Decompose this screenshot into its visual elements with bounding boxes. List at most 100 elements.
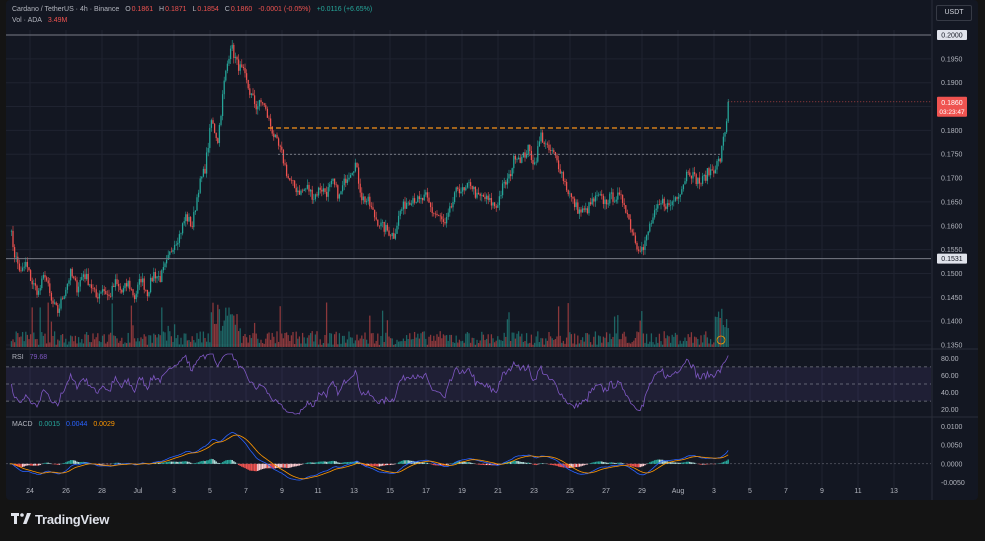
volume-bar: [381, 310, 384, 347]
macd-histogram-bar: [74, 460, 77, 464]
candle: [361, 192, 363, 201]
macd-histogram-bar: [185, 461, 187, 464]
macd-histogram-bar: [665, 461, 667, 464]
candle: [492, 202, 494, 206]
volume-group: [10, 302, 729, 347]
volume-bar: [697, 338, 699, 347]
rsi-value: 79.68: [29, 354, 48, 361]
macd-histogram-bar: [541, 463, 544, 464]
macd-histogram-bar: [613, 462, 616, 464]
candle: [394, 233, 397, 239]
candle: [281, 146, 283, 150]
volume-bar: [36, 339, 38, 347]
candle: [591, 198, 593, 205]
candle: [85, 273, 88, 280]
macd-histogram-bar: [663, 460, 665, 464]
macd-histogram-bar: [537, 463, 539, 465]
candle: [375, 217, 377, 220]
volume-bar: [709, 339, 712, 347]
volume-bar: [444, 335, 446, 347]
candle: [327, 187, 329, 197]
volume-bar: [604, 337, 606, 347]
macd-histogram-bar: [356, 461, 358, 464]
candle: [71, 268, 73, 277]
candle: [245, 73, 248, 80]
volume-bar: [335, 331, 337, 347]
candle: [164, 263, 166, 268]
volume-bar: [289, 340, 291, 347]
macd-histogram-bar: [509, 461, 512, 464]
volume-bar: [309, 333, 312, 347]
volume-bar: [111, 303, 113, 347]
candle: [639, 250, 641, 252]
candle: [207, 147, 209, 153]
macd-histogram-bar: [532, 463, 534, 465]
candle: [578, 209, 581, 214]
macd-hist-value: 0.0015: [38, 421, 60, 428]
candle: [194, 210, 197, 213]
volume-bar: [593, 336, 595, 347]
volume-bar: [50, 321, 53, 347]
volume-bar: [497, 336, 499, 347]
chart-canvas[interactable]: 0.20000.15310.19500.19000.18500.18000.17…: [6, 0, 978, 500]
candle: [165, 259, 168, 264]
volume-bar: [279, 306, 281, 347]
volume-bar: [420, 333, 422, 347]
close-label: C: [224, 6, 230, 13]
macd-histogram-bar: [575, 463, 577, 468]
candle: [266, 108, 269, 118]
candle: [668, 203, 670, 206]
macd-histogram-bar: [186, 461, 189, 464]
volume-label[interactable]: Vol · ADA: [12, 17, 42, 24]
candle: [612, 192, 614, 202]
macd-histogram-bar: [473, 463, 475, 464]
candle: [317, 187, 320, 196]
macd-label[interactable]: MACD: [12, 421, 33, 428]
time-axis-tick: 15: [386, 488, 394, 495]
candle: [412, 198, 414, 204]
candle: [21, 267, 24, 271]
macd-histogram-bar: [36, 463, 38, 466]
volume-bar: [183, 333, 185, 347]
macd-histogram-bar: [599, 461, 601, 464]
candle: [396, 225, 398, 234]
candle: [225, 70, 227, 81]
macd-histogram-bar: [722, 461, 725, 464]
candle: [517, 157, 520, 160]
macd-histogram-bar: [461, 461, 464, 464]
candle: [388, 230, 390, 236]
time-axis-tick: 21: [494, 488, 502, 495]
macd-histogram-bar: [372, 463, 374, 466]
candle: [533, 162, 536, 165]
candle: [250, 93, 253, 95]
candle: [177, 242, 179, 245]
volume-bar: [116, 338, 118, 347]
macd-histogram-bar: [655, 459, 657, 464]
high-label: H: [159, 6, 165, 13]
candle: [682, 184, 685, 190]
macd-histogram-bar: [341, 462, 344, 464]
candle: [255, 104, 257, 110]
volume-bar: [429, 334, 432, 347]
candle: [529, 144, 531, 151]
macd-histogram-bar: [34, 463, 37, 466]
volume-bar: [201, 342, 203, 347]
low-value: 0.1854: [197, 6, 219, 13]
volume-bar: [575, 344, 577, 347]
currency-button[interactable]: USDT: [936, 5, 972, 21]
macd-histogram-bar: [189, 462, 192, 464]
macd-histogram-bar: [556, 463, 558, 466]
macd-histogram-bar: [725, 460, 728, 464]
symbol-title[interactable]: Cardano / TetherUS · 4h · Binance: [12, 6, 120, 13]
macd-histogram-bar: [327, 461, 329, 464]
tradingview-logo[interactable]: TradingView: [11, 510, 109, 528]
macd-histogram-bar: [346, 462, 349, 464]
volume-bar: [33, 332, 35, 347]
candle: [87, 273, 89, 286]
macd-histogram-bar: [641, 463, 643, 467]
price-axis-tick: 0.1400: [941, 319, 963, 326]
macd-histogram-bar: [455, 461, 457, 464]
volume-bar: [119, 340, 121, 347]
rsi-label[interactable]: RSI: [12, 354, 24, 361]
macd-histogram-bar: [391, 463, 393, 465]
